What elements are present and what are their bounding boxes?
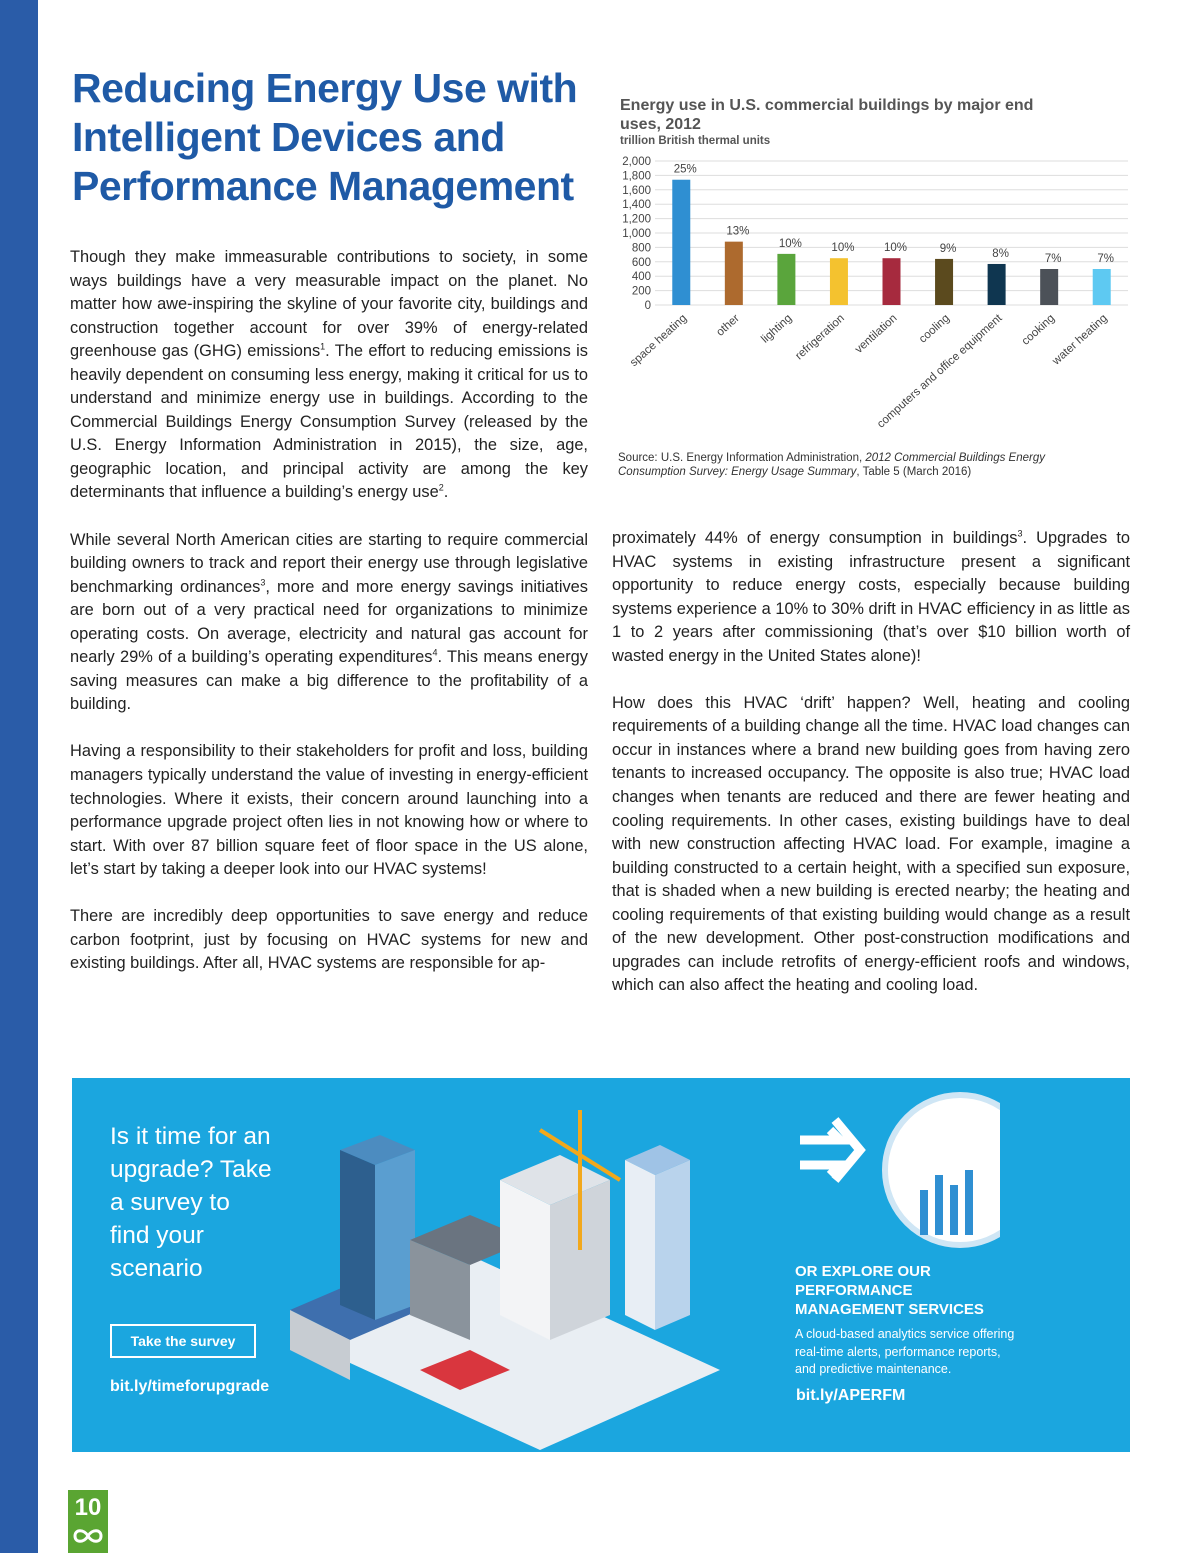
x-tick-label: other [714,312,742,339]
value-label: 25% [674,164,697,176]
services-heading: OR EXPLORE OUR PERFORMANCE MANAGEMENT SE… [795,1263,984,1318]
value-label: 7% [1045,253,1062,265]
title-line: Performance Management [72,163,574,209]
text-run: There are incredibly deep opportunities … [70,907,588,973]
x-tick-label: cooling [917,312,952,345]
side-stripe [0,0,38,1553]
text-run: While several North American cities are … [70,530,588,596]
paragraph: Having a responsibility to their stakeho… [70,740,588,881]
value-label: 9% [940,243,957,255]
bar [1092,269,1111,305]
x-tick-label: space heating [628,312,689,369]
text-run: . The effort to reducing emissions is he… [70,342,588,502]
x-tick-label: lighting [759,312,794,345]
chart-title: Energy use in U.S. commercial buildings … [620,97,1034,133]
text-run: Though they make immeasurable contributi… [70,248,588,361]
arrow-icon [800,1117,866,1183]
building [410,1240,470,1340]
footnote-ref: 4 [432,647,438,658]
x-tick-label: refrigeration [793,312,847,362]
survey-button[interactable]: Take the survey [110,1324,256,1358]
y-tick-label: 1,400 [622,199,651,211]
y-tick-label: 1,600 [622,185,651,197]
footnote-ref: 1 [320,341,326,352]
source-text: Source: U.S. Energy Information Administ… [618,452,866,464]
y-tick-label: 1,200 [622,214,651,226]
y-tick-label: 1,000 [622,228,651,240]
y-tick-label: 800 [632,242,651,254]
y-tick-label: 1,800 [622,170,651,182]
bar [1040,269,1059,305]
chart: 0 200 400 600 800 1,000 1,200 1,400 1,600 1,800 2,… [622,156,1128,431]
tower [625,1160,655,1330]
services-text: A cloud-based analytics service offering… [795,1327,1015,1376]
value-label: 7% [1097,253,1114,265]
x-tick-label: cooking [1020,312,1057,347]
bar [672,179,691,305]
x-tick-label: ventilation [853,312,900,356]
building [290,1310,350,1380]
survey-link[interactable]: bit.ly/timeforupgrade [110,1378,270,1395]
services-link[interactable]: bit.ly/APERFM [796,1387,906,1404]
title-line: Reducing Energy Use with [72,65,578,111]
bar [777,253,796,305]
chart-subtitle: trillion British thermal units [620,135,771,147]
illustration [290,1092,1000,1450]
paragraph: While several North American cities are … [70,529,588,717]
value-label: 10% [884,242,907,254]
y-tick-label: 2,000 [622,156,651,168]
footnote-ref: 2 [438,483,444,493]
title-line: Intelligent Devices and [72,114,505,160]
tower [340,1135,415,1165]
page-title: Reducing Energy Use with Intelligent Devi… [72,64,612,211]
page-badge [68,1490,108,1553]
footnote-ref: 3 [260,577,266,588]
text-run: . [443,483,449,502]
text-run: . Upgrades to HVAC systems in existing i… [612,529,1131,665]
tower [655,1160,690,1330]
tower [625,1145,690,1175]
building [500,1180,550,1340]
survey-heading: Is it time for an upgrade? Take a survey… [110,1123,272,1282]
mini-bars [920,1170,973,1235]
infinity-icon [73,1529,103,1543]
value-label: 10% [831,242,854,254]
x-tick-label: water heating [1050,312,1110,368]
crane [538,1128,622,1182]
y-tick-label: 600 [632,257,651,269]
footnote-ref: 3 [1017,528,1023,539]
bar [829,258,848,305]
text-run: proximately 44% of energy consumption in… [612,529,1018,547]
right-column: proximately 44% of energy consumption in… [612,527,1130,1021]
y-tick-label: 0 [645,300,651,312]
paragraph: There are incredibly deep opportunities … [70,905,588,976]
page-number: 10 [74,1494,102,1521]
paragraph: How does this HVAC ‘drift’ happen? Well,… [612,692,1130,998]
paragraph: Though they make immeasurable contributi… [70,246,588,505]
value-label: 10% [779,238,802,250]
building [550,1180,610,1340]
text-run: Having a responsibility to their stakeho… [70,742,588,879]
value-label: 13% [726,226,749,238]
bar [987,263,1006,305]
bar [882,258,901,305]
text-run: How does this HVAC ‘drift’ happen? Well,… [612,693,1130,995]
y-tick-label: 200 [632,286,651,298]
text-run: , more and more energy savings initiativ… [70,577,588,667]
tower [375,1150,415,1320]
y-tick-label: 400 [632,271,651,283]
chart-source: Source: U.S. Energy Information Administ… [618,451,1098,479]
building [500,1155,610,1205]
bar [724,241,743,305]
source-text: , Table 5 (March 2016) [856,466,972,478]
left-column: Though they make immeasurable contributi… [70,246,588,1000]
paragraph: proximately 44% of energy consumption in… [612,527,1130,668]
text-run: . This means energy saving measures can … [70,648,588,714]
source-title: 2012 Commercial Buildings Energy Consump… [618,452,1045,478]
value-label: 8% [992,248,1009,260]
tower [340,1150,375,1320]
bar [935,258,954,305]
building [420,1350,510,1390]
